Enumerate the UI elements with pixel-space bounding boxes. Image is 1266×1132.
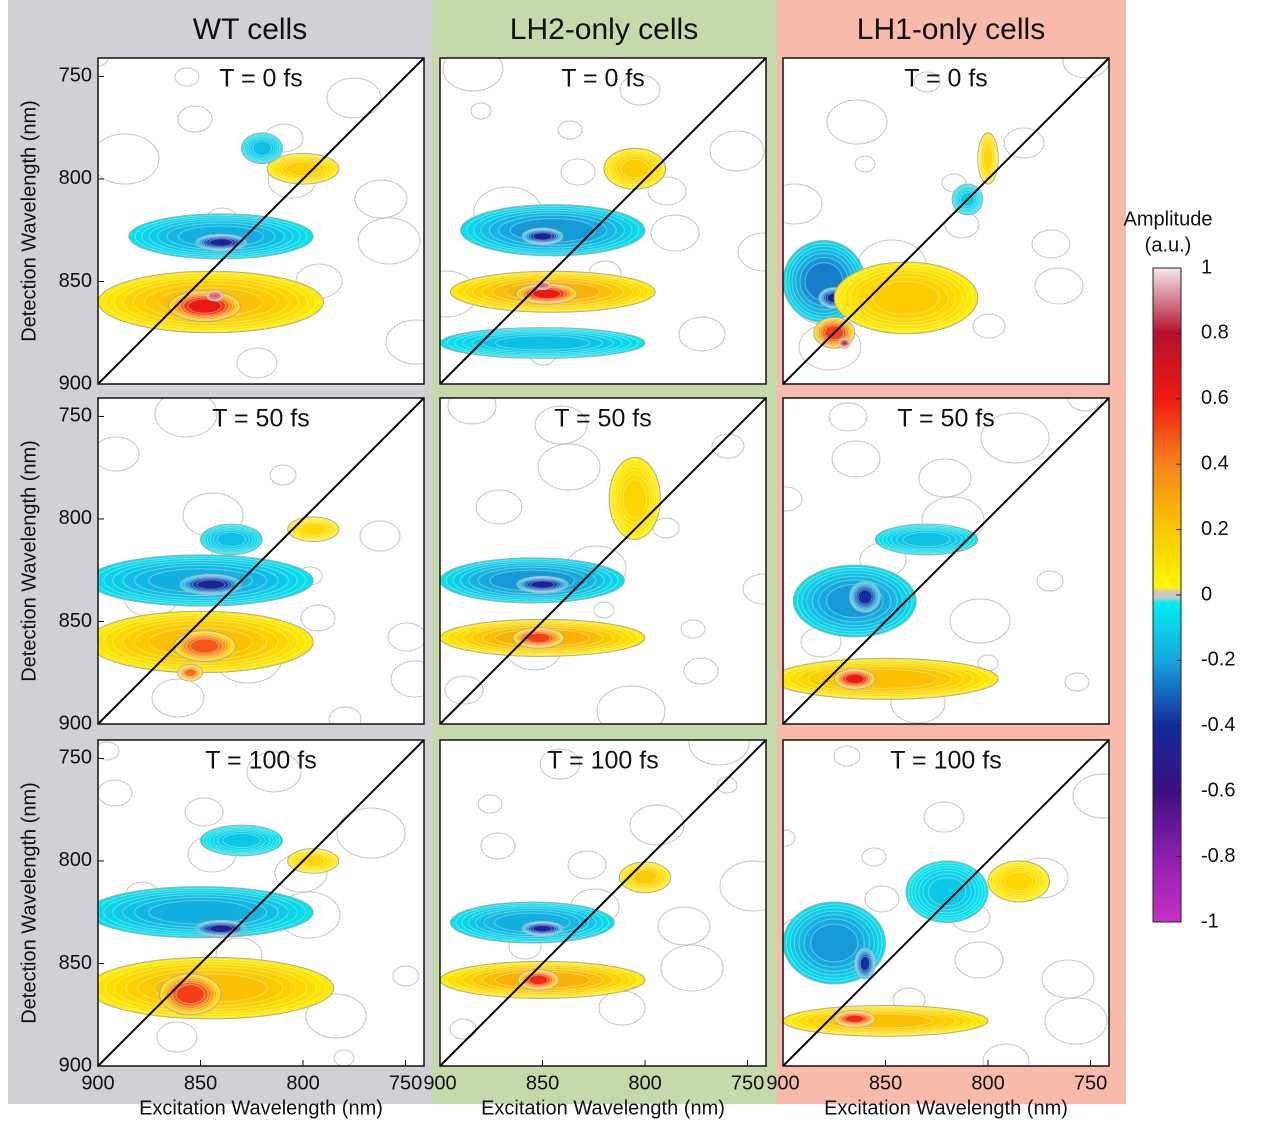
x-axis-label: Excitation Wavelength (nm) (139, 1097, 383, 1119)
contour-peak (531, 581, 555, 589)
contour-peak (1005, 872, 1033, 891)
contour-peak (209, 925, 233, 933)
y-axis-label: Detection Wavelength (nm) (18, 440, 40, 682)
contour-peak (845, 1015, 864, 1023)
y-tick-label: 750 (59, 405, 92, 427)
y-tick-label: 800 (59, 849, 92, 871)
contour-peak (301, 855, 325, 866)
contour-peak (633, 870, 657, 884)
y-tick-label: 750 (59, 65, 92, 87)
contour-peak (301, 524, 325, 535)
y-tick-label: 750 (59, 747, 92, 769)
x-tick-label: 800 (971, 1072, 1004, 1094)
colorbar-tick-label: 0 (1201, 583, 1212, 605)
x-tick-label: 850 (184, 1072, 217, 1094)
colorbar-tick-label: -0.4 (1201, 714, 1235, 736)
y-tick-label: 850 (59, 952, 92, 974)
column-title: LH2-only cells (510, 13, 698, 46)
y-tick-label: 850 (59, 270, 92, 292)
figure: WT cells LH2-only cells LH1-only cells A… (0, 0, 1266, 1132)
contour-peak (495, 336, 589, 350)
column-title: WT cells (193, 13, 307, 46)
x-tick-label: 900 (766, 1072, 799, 1094)
y-tick-label: 800 (59, 507, 92, 529)
panel-title: T = 100 fs (547, 747, 658, 775)
panel-title: T = 0 fs (561, 65, 645, 93)
colorbar-label: Amplitude (1124, 208, 1213, 230)
panel-title: T = 50 fs (897, 405, 995, 433)
panel-title: T = 50 fs (212, 405, 310, 433)
x-tick-label: 750 (389, 1072, 422, 1094)
colorbar-tick-label: -0.2 (1201, 649, 1235, 671)
x-axis-label: Excitation Wavelength (nm) (481, 1097, 725, 1119)
colorbar-tick-label: 0.4 (1201, 452, 1229, 474)
contour-peak (529, 975, 548, 984)
contour-peak (217, 532, 245, 546)
x-tick-label: 750 (1074, 1072, 1107, 1094)
colorbar-label: (a.u.) (1145, 234, 1192, 256)
contour-peak (845, 674, 864, 683)
panel-title: T = 0 fs (219, 65, 303, 93)
contour-peak (211, 293, 219, 298)
x-tick-label: 900 (423, 1072, 456, 1094)
y-tick-label: 900 (59, 712, 92, 734)
contour-peak (621, 159, 649, 178)
contour-peak (842, 341, 848, 346)
contour-peak (185, 669, 196, 677)
x-tick-label: 800 (286, 1072, 319, 1094)
colorbar-tick-label: -0.6 (1201, 779, 1235, 801)
contour-peak (253, 141, 272, 155)
x-tick-label: 800 (628, 1072, 661, 1094)
colorbar-tick-label: 0.2 (1201, 518, 1229, 540)
column-title: LH1-only cells (857, 13, 1045, 46)
contour-peak (209, 239, 233, 247)
contour-peak (873, 281, 939, 314)
y-tick-label: 900 (59, 372, 92, 394)
colorbar-tick-label: 1 (1201, 256, 1212, 278)
contour-peak (623, 480, 647, 518)
x-tick-label: 750 (731, 1072, 764, 1094)
contour-peak (533, 925, 552, 932)
contour-peak (811, 924, 858, 962)
colorbar-tick-label: 0.8 (1201, 322, 1229, 344)
contour-peak (983, 147, 992, 171)
contour-peak (533, 233, 552, 241)
panel-title: T = 50 fs (554, 405, 652, 433)
contour-peak (903, 532, 950, 546)
colorbar-tick-label: -1 (1201, 910, 1219, 932)
contour-peak (197, 580, 225, 589)
contour-peak (532, 289, 560, 298)
panel-title: T = 100 fs (205, 747, 316, 775)
y-tick-label: 850 (59, 610, 92, 632)
contour-peak (223, 833, 261, 847)
contour-peak (149, 900, 253, 924)
x-axis-label: Excitation Wavelength (nm) (824, 1097, 1068, 1119)
x-tick-label: 850 (526, 1072, 559, 1094)
contour-peak (190, 639, 218, 653)
contour-peak (176, 985, 204, 1004)
panel-title: T = 0 fs (904, 65, 988, 93)
y-axis-label: Detection Wavelength (nm) (18, 782, 40, 1024)
y-axis-label: Detection Wavelength (nm) (18, 100, 40, 342)
contour-peak (858, 590, 872, 604)
colorbar-tick-label: -0.8 (1201, 845, 1235, 867)
contour-peak (860, 956, 869, 970)
x-tick-label: 850 (869, 1072, 902, 1094)
panel-title: T = 100 fs (890, 747, 1001, 775)
y-tick-label: 800 (59, 167, 92, 189)
colorbar-tick-label: 0.6 (1201, 387, 1229, 409)
y-tick-label: 900 (59, 1054, 92, 1076)
